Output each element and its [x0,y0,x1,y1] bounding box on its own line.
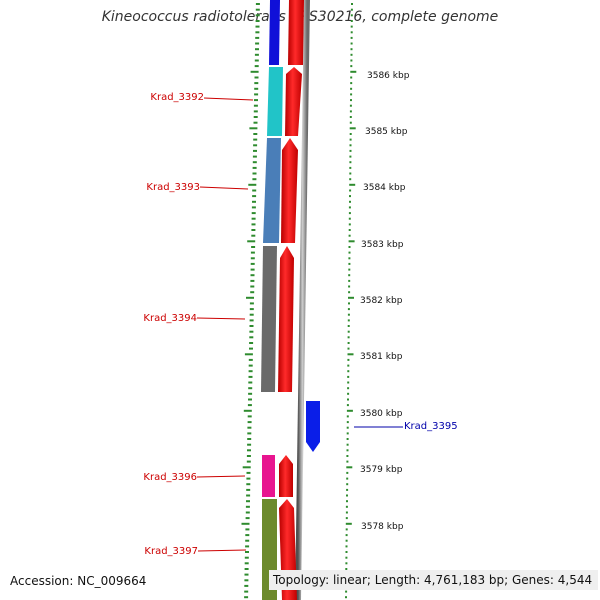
gene-label-krad-3392[interactable]: Krad_3392 [150,92,204,103]
cds-arrow-top[interactable] [288,0,304,65]
gene-label-krad-3393[interactable]: Krad_3393 [146,182,200,193]
kbp-label-3579: 3579 kbp [360,465,403,475]
gene-label-krad-3394-group: Krad_3394 [143,313,246,324]
gene-label-krad-3396[interactable]: Krad_3396 [143,472,197,483]
accession-text: Accession: NC_009664 [10,574,147,588]
gene-label-krad-3393-group: Krad_3393 [146,182,249,193]
kbp-label-3586: 3586 kbp [367,71,410,81]
gene-label-krad-3397[interactable]: Krad_3397 [144,546,198,557]
gene-label-krad-3396-group: Krad_3396 [143,472,246,483]
gene-block-top[interactable] [269,0,280,65]
kbp-label-3580: 3580 kbp [360,409,403,419]
kbp-label-3582: 3582 kbp [360,296,403,306]
leader-line-krad-3393 [199,186,249,190]
leader-line-krad-3397 [197,549,247,552]
genome-backbone [295,0,310,600]
cds-arrow-krad-3395[interactable] [306,401,320,452]
topology-text: Topology: linear; Length: 4,761,183 bp; … [269,570,599,590]
cds-arrow-krad-3392[interactable] [285,67,302,136]
leader-line-krad-3392 [203,97,254,101]
kbp-label-3584: 3584 kbp [363,183,406,193]
gene-label-krad-3397-group: Krad_3397 [144,546,247,557]
gene-label-krad-3395[interactable]: Krad_3395 [404,421,458,432]
gene-block-krad-3392[interactable] [267,67,283,136]
leader-line-krad-3394 [196,317,246,320]
gene-block-krad-3394[interactable] [261,246,277,392]
cds-arrow-krad-3393[interactable] [281,138,298,243]
left-tick-column [241,3,260,599]
gene-block-krad-3393[interactable] [263,138,281,243]
gene-label-krad-3394[interactable]: Krad_3394 [143,313,197,324]
leader-line-krad-3396 [196,475,246,478]
gene-label-krad-3392-group: Krad_3392 [150,92,254,103]
cds-arrow-krad-3396[interactable] [279,455,293,497]
kbp-label-3583: 3583 kbp [361,240,404,250]
gene-block-krad-3396[interactable] [262,455,275,497]
kbp-label-3581: 3581 kbp [360,352,403,362]
right-tick-column [345,3,357,599]
gene-label-krad-3395-group: Krad_3395 [354,421,458,432]
kbp-label-3585: 3585 kbp [365,127,408,137]
kbp-label-3578: 3578 kbp [361,522,404,532]
cds-arrow-krad-3394[interactable] [278,246,294,392]
